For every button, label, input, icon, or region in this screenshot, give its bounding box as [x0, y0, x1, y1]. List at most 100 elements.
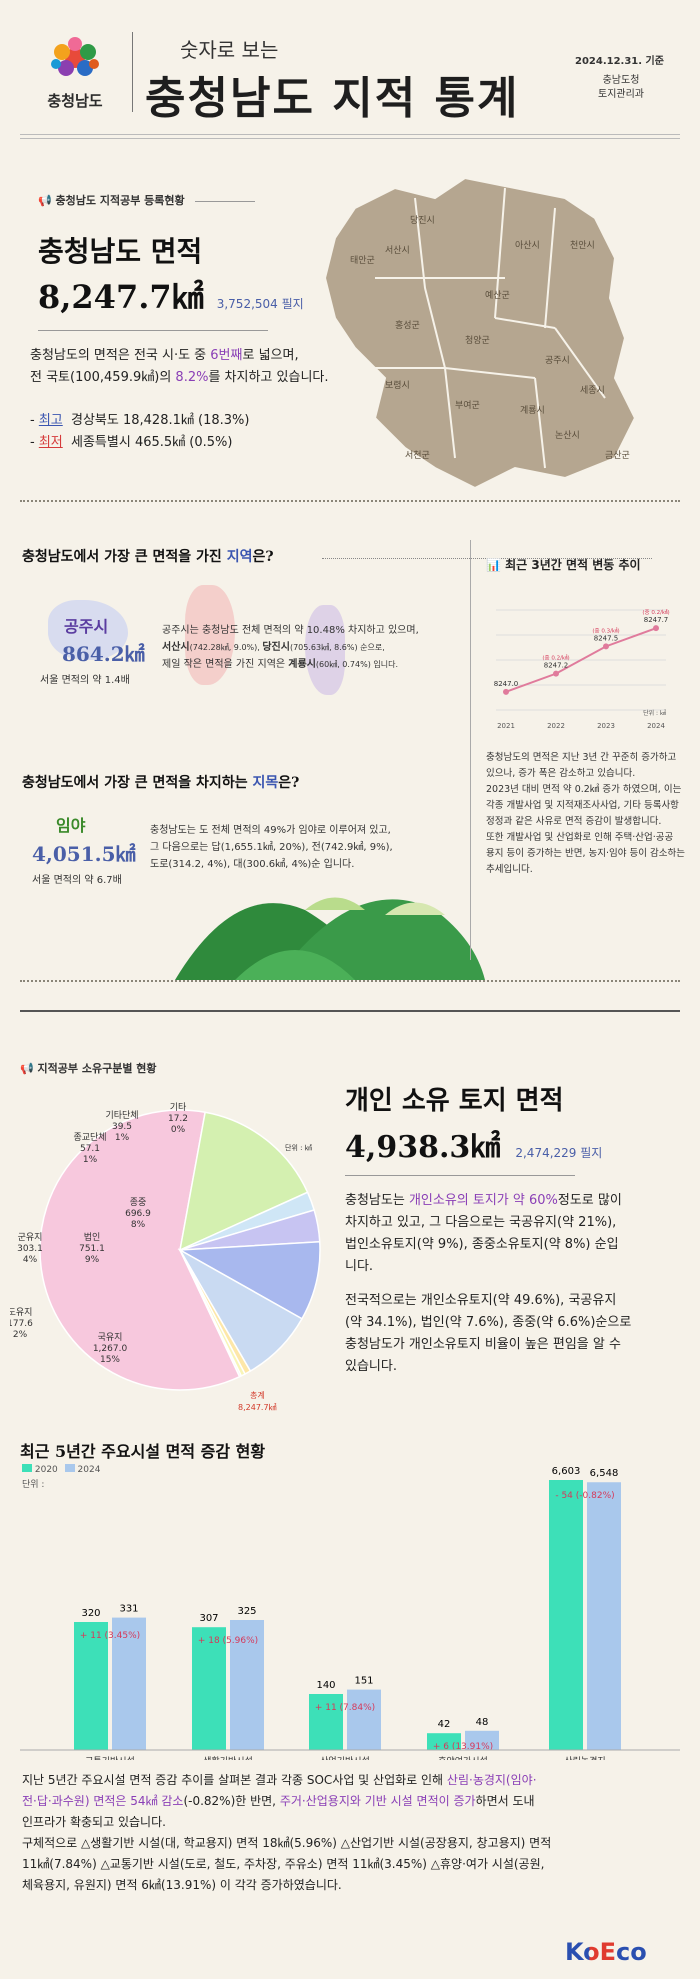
bar-category-label: 산림농경지: [564, 1755, 605, 1760]
trend-annotation: (중 0.2/㎢): [542, 654, 569, 662]
page-subtitle: 숫자로 보는: [180, 38, 279, 62]
area-max: - 최고 경상북도 18,428.1㎢ (18.3%): [30, 413, 250, 428]
pie-label: 기타: [170, 1102, 187, 1113]
bar-value-2024: 151: [354, 1676, 373, 1687]
pie-percent: 1%: [83, 1155, 98, 1165]
map-label: 세종시: [580, 385, 605, 396]
pie-total-label: 총계: [250, 1390, 265, 1400]
bar-change: + 6 (13.91%): [433, 1742, 493, 1752]
bar-2024: [112, 1617, 146, 1750]
page-header: 충청남도 숫자로 보는 충청남도 지적 통계 2024.12.31. 기준 충남…: [0, 0, 700, 140]
region-desc-line-1: 공주시는 충청남도 전체 면적의 약 10.48% 차지하고 있으며,: [162, 625, 419, 636]
map-label: 금산군: [605, 450, 630, 461]
logo-flower-icon: [51, 37, 99, 76]
largest-region-compare: 서울 면적의 약 1.4배: [40, 675, 130, 686]
map-label: 아산시: [515, 240, 540, 251]
trend-x-label: 2023: [597, 722, 615, 730]
map-label: 천안시: [570, 240, 595, 251]
trend-value-label: 8247.2: [544, 662, 569, 670]
map-label: 공주시: [545, 355, 570, 366]
map-label: 당진시: [410, 215, 435, 226]
pie-label: 법인: [84, 1232, 101, 1243]
largest-category-question: 충청남도에서 가장 큰 면적을 차지하는 지목은?: [22, 775, 300, 791]
pie-percent: 4%: [23, 1255, 38, 1265]
pie-percent: 2%: [13, 1330, 28, 1340]
category-desc-line-3: 도로(314.2, 4%), 대(300.6㎢, 4%)순 입니다.: [150, 859, 355, 870]
trend-annotation: (중 0.2/㎢): [642, 608, 669, 616]
pie-value: 17.2: [168, 1114, 188, 1124]
trend-value-label: 8247.5: [594, 634, 619, 642]
bar-value-2020: 6,603: [552, 1466, 581, 1477]
area-heading: 충청남도 면적: [38, 235, 203, 268]
ownership-value: 4,938.3㎢: [345, 1130, 501, 1165]
bar-value-2024: 6,548: [590, 1468, 619, 1479]
ownership-section-label: 📢 지적공부 소유구분별 현황: [20, 1062, 157, 1075]
ownership-pie-chart: 개인4,938.360%국유지1,267.015%도유지177.62%군유지30…: [10, 1102, 321, 1412]
bar-value-2024: 331: [119, 1604, 138, 1615]
bar-change: + 18 (5.96%): [198, 1636, 258, 1646]
map-label: 논산시: [555, 430, 580, 441]
bar-value-2020: 320: [81, 1608, 100, 1619]
bar-2020: [427, 1733, 461, 1750]
facilities-desc: 지난 5년간 주요시설 면적 증감 추이를 살펴본 결과 각종 SOC사업 및 …: [22, 1773, 552, 1892]
trend-point: [653, 625, 659, 632]
bar-2020: [309, 1694, 343, 1750]
largest-category-value: 4,051.5㎢: [32, 842, 136, 866]
logo-text: 충청남도: [47, 92, 103, 110]
trend-point: [603, 643, 609, 650]
pie-slice: [39, 1109, 241, 1391]
area-min: - 최저 세종특별시 465.5㎢ (0.5%): [30, 435, 233, 450]
area-section-label: 📢 충청남도 지적공부 등록현황: [38, 192, 255, 208]
pie-percent: 0%: [171, 1125, 186, 1135]
map-label: 청양군: [465, 335, 490, 346]
area-section: 📢 충청남도 지적공부 등록현황 충청남도 면적 8,247.7㎢ 3,752,…: [0, 140, 700, 510]
bar-value-2020: 140: [316, 1680, 335, 1691]
largest-category-name: 임야: [56, 816, 86, 835]
bar-value-2020: 42: [438, 1719, 451, 1730]
pie-value: 696.9: [125, 1209, 151, 1219]
facilities-title: 최근 5년간 주요시설 면적 증감 현황: [20, 1442, 266, 1461]
report-date: 2024.12.31. 기준: [575, 56, 664, 67]
map-region-shape: [323, 176, 637, 488]
bar-value-2024: 325: [237, 1606, 256, 1617]
trend-point: [503, 688, 509, 695]
trend-x-label: 2024: [647, 722, 665, 730]
pie-unit: 단위 : ㎢: [285, 1143, 312, 1152]
megaphone-icon: 📢: [20, 1062, 34, 1075]
bar-category-label: 휴양여가시설: [438, 1755, 488, 1760]
trend-value-label: 8247.7: [644, 616, 669, 624]
bar-value-2020: 307: [199, 1613, 218, 1624]
map-label: 태안군: [350, 255, 375, 266]
region-blob-purple: [305, 605, 345, 695]
megaphone-icon: 📢: [38, 194, 52, 207]
map-label: 홍성군: [395, 319, 420, 331]
trend-series-line: [505, 627, 657, 693]
pie-total-value: 8,247.7㎢: [238, 1403, 277, 1412]
category-desc-line-2: 그 다음으로는 답(1,655.1㎢, 20%), 전(742.9㎢, 9%),: [150, 842, 393, 853]
bar-change: + 11 (7.84%): [315, 1703, 375, 1713]
pie-value: 57.1: [80, 1144, 100, 1154]
pie-percent: 9%: [85, 1255, 100, 1265]
pie-percent: 1%: [115, 1133, 130, 1143]
largest-region-section: 충청남도에서 가장 큰 면적을 가진 지역은? 공주시 864.2㎢ 서울 면적…: [0, 510, 700, 982]
dept-line-1: 충남도청: [602, 75, 640, 86]
dept-line-2: 토지관리과: [598, 89, 644, 100]
facilities-section: 최근 5년간 주요시설 면적 증감 현황 2020 2024 단위 : 320 3…: [0, 1430, 700, 1979]
pie-percent: 15%: [100, 1355, 120, 1365]
trend-point: [553, 670, 559, 677]
bar-2024: [347, 1689, 381, 1750]
trend-unit: 단위 : ㎢: [643, 709, 666, 717]
trend-annotation: (중 0.3/㎢): [592, 626, 619, 634]
ownership-heading: 개인 소유 토지 면적: [345, 1086, 564, 1116]
mountains-illustration: [175, 897, 485, 980]
ownership-parcels: 2,474,229 필지: [515, 1146, 603, 1160]
area-parcels: 3,752,504 필지: [216, 297, 304, 311]
bar-2020: [549, 1480, 583, 1750]
pie-slice: [179, 1249, 243, 1378]
pie-slice: [177, 1240, 321, 1320]
pie-percent: 8%: [131, 1220, 146, 1230]
trend-x-label: 2022: [547, 722, 565, 730]
